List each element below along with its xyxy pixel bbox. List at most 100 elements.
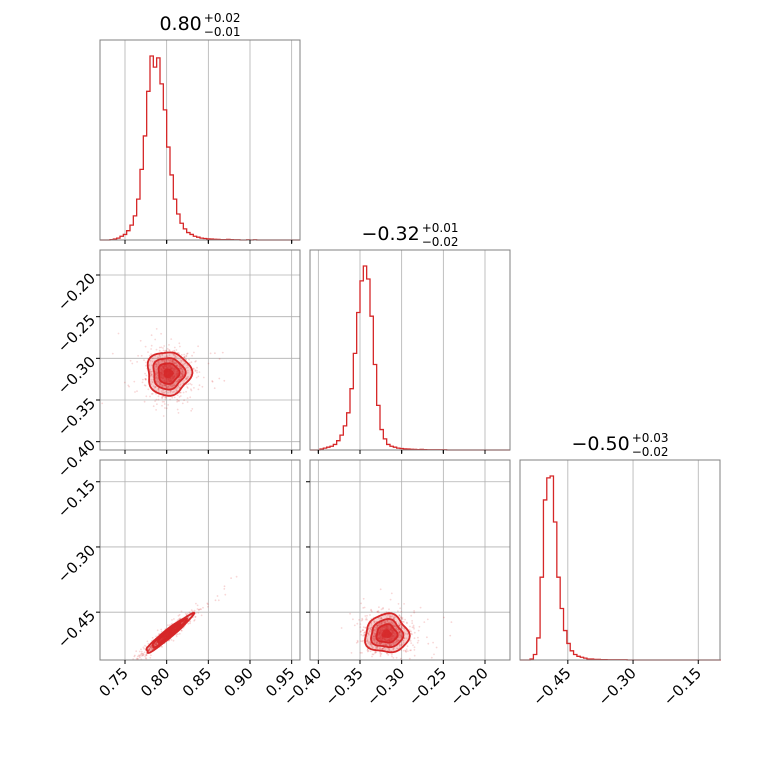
sample-point <box>150 374 153 376</box>
sample-point <box>171 396 174 399</box>
panel-2-0 <box>100 460 300 660</box>
sample-point <box>376 624 379 627</box>
sample-point <box>374 629 377 631</box>
sample-point <box>362 634 364 637</box>
sample-point <box>149 656 152 659</box>
sample-point <box>195 602 197 605</box>
sample-point <box>157 357 160 359</box>
sample-point <box>136 655 139 658</box>
sample-point <box>144 377 147 380</box>
sample-point <box>363 633 366 636</box>
sample-point <box>181 373 184 376</box>
sample-point <box>187 376 190 378</box>
sample-point <box>369 641 372 644</box>
sample-point <box>166 624 169 626</box>
sample-point <box>395 647 398 650</box>
sample-point <box>129 359 132 362</box>
sample-point <box>412 624 415 627</box>
sample-point <box>378 606 380 609</box>
sample-point <box>180 376 183 379</box>
sample-point <box>133 380 136 383</box>
sample-point <box>132 662 134 664</box>
sample-point <box>400 616 402 618</box>
sample-point <box>358 619 360 621</box>
sample-point <box>172 361 174 364</box>
sample-point <box>147 351 149 353</box>
sample-point <box>388 644 391 647</box>
sample-point <box>157 633 160 636</box>
sample-point <box>198 608 200 611</box>
sample-point <box>182 391 185 394</box>
sample-point <box>142 652 144 655</box>
param-title-err-plus: +0.03 <box>632 431 669 445</box>
scatter-2-0 <box>132 575 238 664</box>
param-title-0: 0.80 +0.02−0.01 <box>159 11 240 39</box>
sample-point <box>169 360 172 362</box>
y-tick-label: −0.40 <box>54 436 99 481</box>
sample-point <box>214 599 217 602</box>
sample-point <box>399 657 402 660</box>
sample-point <box>183 371 186 374</box>
sample-point <box>373 620 376 623</box>
sample-point <box>413 627 415 630</box>
sample-point <box>399 631 401 633</box>
sample-point <box>155 365 158 368</box>
sample-point <box>150 348 153 350</box>
sample-point <box>368 633 370 636</box>
sample-point <box>361 640 364 643</box>
sample-point <box>362 629 365 631</box>
sample-point <box>172 639 175 642</box>
sample-point <box>182 375 185 377</box>
x-tick-label: 0.90 <box>220 664 256 700</box>
sample-point <box>187 622 190 625</box>
sample-point <box>186 377 188 379</box>
sample-point <box>183 353 186 356</box>
sample-point <box>399 631 401 634</box>
sample-point <box>162 347 164 349</box>
sample-point <box>375 642 378 645</box>
sample-point <box>189 382 192 385</box>
sample-point <box>388 643 391 646</box>
sample-point <box>101 402 104 405</box>
sample-point <box>374 651 377 653</box>
sample-point <box>157 395 160 398</box>
sample-point <box>190 389 193 392</box>
sample-point <box>164 396 167 399</box>
sample-point <box>223 585 226 588</box>
sample-point <box>400 644 403 647</box>
sample-point <box>175 349 178 351</box>
sample-point <box>156 372 159 375</box>
sample-point <box>150 647 153 650</box>
sample-point <box>181 370 184 372</box>
sample-point <box>157 381 159 383</box>
sample-point <box>373 639 376 642</box>
sample-point <box>163 345 166 347</box>
sample-point <box>157 387 160 390</box>
sample-point <box>193 619 196 621</box>
sample-point <box>178 613 181 616</box>
sample-point <box>413 649 416 651</box>
sample-point <box>193 609 196 612</box>
sample-point <box>177 412 180 414</box>
sample-point <box>356 622 359 625</box>
sample-point <box>151 636 154 639</box>
sample-point <box>404 650 407 653</box>
sample-point <box>381 647 383 650</box>
sample-point <box>164 384 166 387</box>
sample-point <box>160 359 163 362</box>
sample-point <box>209 352 212 355</box>
sample-point <box>396 639 399 642</box>
sample-point <box>148 364 151 366</box>
sample-point <box>398 632 401 634</box>
sample-point <box>370 609 373 612</box>
sample-point <box>144 345 147 348</box>
sample-point <box>398 615 401 617</box>
panel-2-2 <box>567 460 699 660</box>
sample-point <box>198 371 201 373</box>
sample-point <box>359 651 362 654</box>
sample-point <box>350 652 353 654</box>
sample-point <box>177 380 180 382</box>
sample-point <box>380 622 383 625</box>
sample-point <box>388 649 391 652</box>
sample-point <box>406 645 409 648</box>
